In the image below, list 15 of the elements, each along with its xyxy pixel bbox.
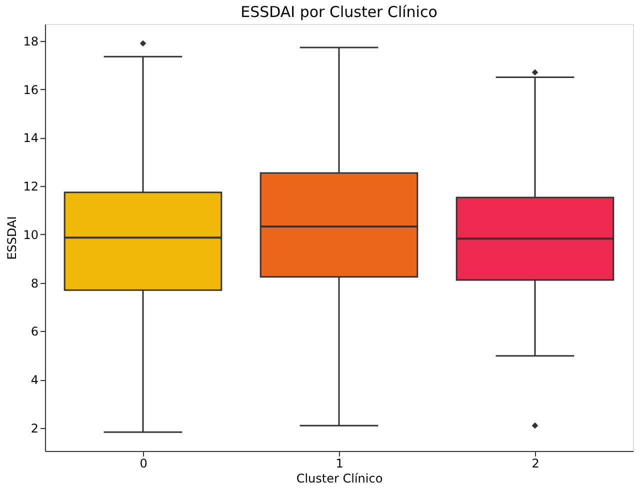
y-tick-label: 18	[23, 34, 38, 48]
y-tick-label: 8	[30, 276, 38, 290]
y-tick-label: 10	[23, 228, 38, 242]
y-tick-label: 2	[30, 422, 38, 436]
x-tick-label: 1	[336, 456, 344, 470]
y-tick-label: 4	[30, 373, 38, 388]
x-axis-title: Cluster Clínico	[296, 472, 383, 486]
y-tick-label: 12	[23, 180, 38, 194]
y-tick-label: 14	[23, 131, 38, 146]
y-tick-label: 6	[30, 324, 38, 339]
x-tick-label: 2	[532, 456, 540, 470]
x-tick-label: 0	[140, 456, 148, 470]
chart-title: ESSDAI por Cluster Clínico	[240, 3, 438, 21]
y-axis-title: ESSDAI	[5, 216, 20, 260]
y-tick-label: 16	[23, 82, 38, 97]
